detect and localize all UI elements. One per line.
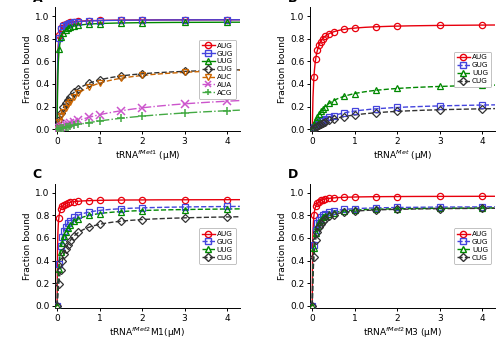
Text: A: A — [33, 0, 42, 5]
Legend: AUG, GUG, UUG, CUG: AUG, GUG, UUG, CUG — [199, 228, 236, 263]
X-axis label: tRNA$^{fMet1}$ (μM): tRNA$^{fMet1}$ (μM) — [114, 149, 180, 163]
X-axis label: tRNA$^{fMet2}$M1(μM): tRNA$^{fMet2}$M1(μM) — [110, 325, 186, 340]
Text: B: B — [288, 0, 298, 5]
Y-axis label: Fraction bound: Fraction bound — [24, 212, 32, 280]
Text: D: D — [288, 168, 298, 181]
Legend: AUG, GUG, UUG, CUG: AUG, GUG, UUG, CUG — [454, 52, 492, 87]
X-axis label: tRNA$^{fMet2}$M3 (μM): tRNA$^{fMet2}$M3 (μM) — [363, 325, 442, 340]
Y-axis label: Fraction bound: Fraction bound — [24, 35, 32, 103]
Legend: AUG, GUG, UUG, CUG, AUC, AUA, ACG: AUG, GUG, UUG, CUG, AUC, AUA, ACG — [199, 40, 236, 99]
Legend: AUG, GUG, UUG, CUG: AUG, GUG, UUG, CUG — [454, 228, 492, 263]
Y-axis label: Fraction bound: Fraction bound — [278, 35, 287, 103]
X-axis label: tRNA$^{Met}$ (μM): tRNA$^{Met}$ (μM) — [373, 149, 432, 163]
Text: C: C — [33, 168, 42, 181]
Y-axis label: Fraction bound: Fraction bound — [278, 212, 287, 280]
